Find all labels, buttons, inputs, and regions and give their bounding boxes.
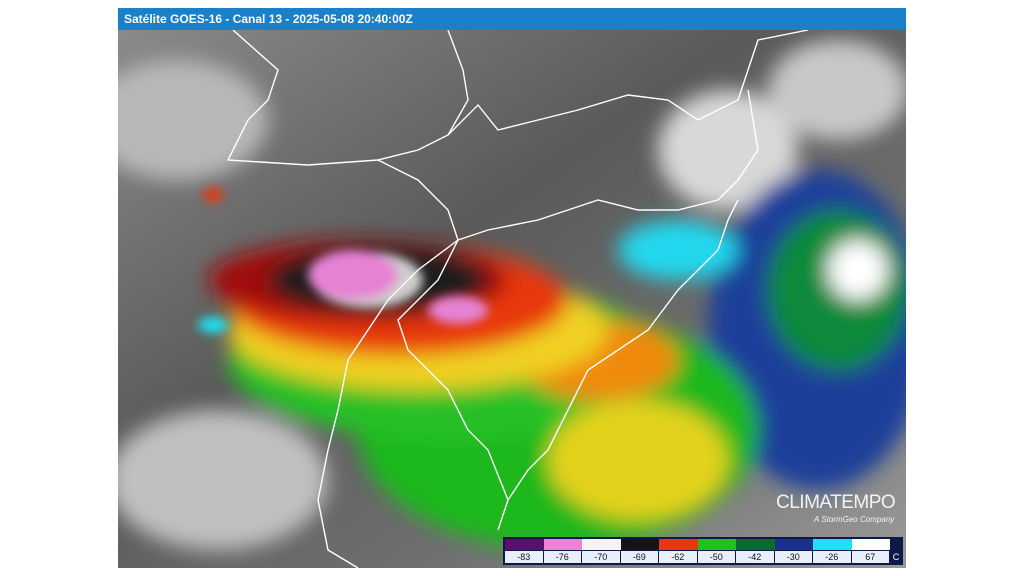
legend-label: -83 xyxy=(505,551,543,563)
header-title: Satélite GOES-16 - Canal 13 - 2025-05-08… xyxy=(118,8,906,30)
legend-label: -76 xyxy=(543,551,581,563)
logo: CLIMATEMPO xyxy=(776,492,896,513)
legend-swatch xyxy=(582,539,621,550)
legend-label: 67 xyxy=(851,551,889,563)
legend-swatch xyxy=(736,539,775,550)
legend-label: -70 xyxy=(582,551,620,563)
color-legend: -83 -76 -70 -69 -62 -50 -42 -30 -26 67 C xyxy=(503,537,903,565)
legend-swatch xyxy=(774,539,813,550)
legend-label: -42 xyxy=(736,551,774,563)
legend-label: -69 xyxy=(620,551,658,563)
legend-label: -26 xyxy=(813,551,851,563)
legend-swatch xyxy=(851,539,890,550)
legend-label: -30 xyxy=(774,551,812,563)
legend-swatch xyxy=(659,539,698,550)
legend-swatch xyxy=(543,539,582,550)
satellite-image xyxy=(118,30,906,568)
legend-swatch xyxy=(505,539,544,550)
legend-label: -50 xyxy=(697,551,735,563)
legend-swatch xyxy=(813,539,852,550)
legend-unit: C xyxy=(892,552,900,562)
logo-tagline: A StormGeo Company xyxy=(814,515,895,524)
legend-label: -62 xyxy=(659,551,697,563)
legend-swatch xyxy=(620,539,659,550)
legend-swatch xyxy=(697,539,736,550)
